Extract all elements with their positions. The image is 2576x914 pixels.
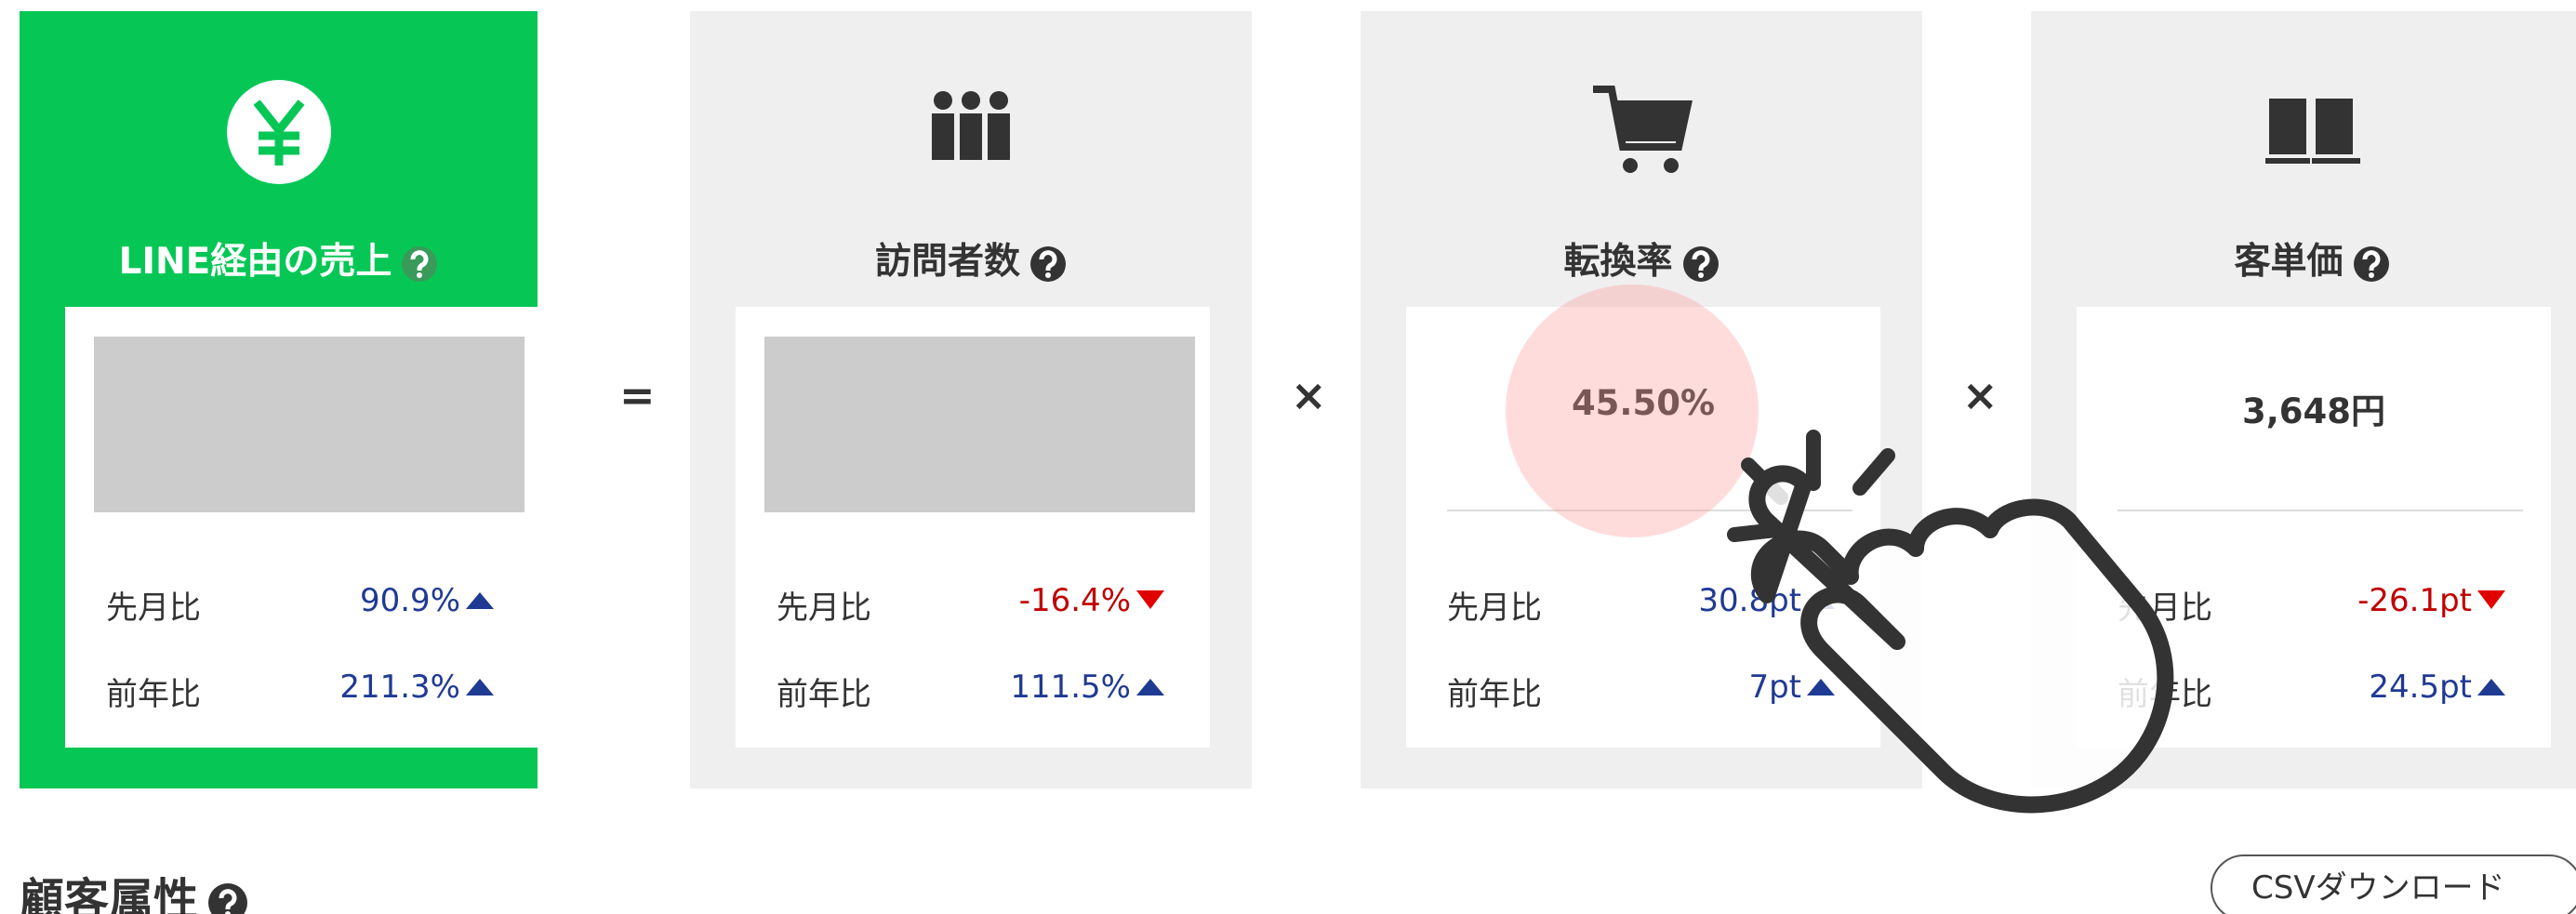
kpi-value: 3,648円 <box>2241 391 2386 431</box>
card-title: 転換率 <box>1361 232 1922 285</box>
kpi-card: LINE経由の売上先月比 90.9% 前年比 211.3% <box>20 11 539 788</box>
comparison-label: 前年比 <box>1447 676 1542 713</box>
help-icon[interactable] <box>1682 245 1720 283</box>
help-icon[interactable] <box>2353 245 2390 283</box>
comparison-label: 先月比 <box>106 589 201 627</box>
operator: × <box>1291 370 1327 420</box>
csv-button[interactable]: CSVダウンロード <box>2211 854 2576 914</box>
comparison-text: 7pt <box>1748 669 1801 706</box>
card-title: 客単価 <box>2031 232 2576 285</box>
comparison-value: 111.5% <box>1010 669 1166 706</box>
trend-arrow <box>1136 679 1164 695</box>
trend-arrow <box>466 592 494 609</box>
value-placeholder <box>94 337 524 512</box>
comparison-text: 211.3% <box>339 669 460 706</box>
comparison-text: -26.1pt <box>2357 582 2472 619</box>
divider <box>1447 510 1852 511</box>
comparison-text: 111.5% <box>1010 669 1131 706</box>
comparison-value: -26.1pt <box>2357 582 2507 619</box>
comparison-row: 先月比 -16.4% <box>777 582 1166 628</box>
kpi-box: 3,648円先月比 -26.1pt 前年比 24.5pt <box>2077 307 2551 748</box>
help-icon[interactable] <box>1029 245 1067 283</box>
comparison-value: 90.9% <box>360 582 496 619</box>
comparison-value: 211.3% <box>339 669 496 706</box>
comparison-label: 前年比 <box>106 676 201 713</box>
comparison-row: 前年比 111.5% <box>777 669 1166 714</box>
comparison-row: 先月比 30.8pt <box>1447 582 1837 628</box>
help-icon[interactable] <box>207 882 248 914</box>
card-title-text: 訪問者数 <box>874 241 1020 283</box>
comparison-text: -16.4% <box>1018 582 1131 619</box>
kpi-box: 先月比 90.9% 前年比 211.3% <box>65 307 539 748</box>
kpi-card: 訪問者数先月比 -16.4% 前年比 111.5% <box>690 11 1252 788</box>
card-title-text: 客単価 <box>2234 241 2344 283</box>
comparison-label: 前年比 <box>2118 676 2212 713</box>
kpi-card: 転換率 45.50% 先月比 30.8pt 前年比 7pt <box>1361 11 1922 788</box>
comparison-text: 24.5pt <box>2369 669 2472 706</box>
comparison-text: 30.8pt <box>1698 582 1801 619</box>
trend-arrow <box>2477 679 2505 695</box>
kpi-box: 先月比 -16.4% 前年比 111.5% <box>736 307 1210 748</box>
comparison-label: 先月比 <box>777 589 871 627</box>
card-title: 訪問者数 <box>690 232 1252 285</box>
comparison-row: 前年比 24.5pt <box>2118 669 2507 714</box>
trend-arrow <box>1807 679 1835 695</box>
comparison-row: 前年比 211.3% <box>106 669 496 714</box>
card-title-text: 転換率 <box>1563 241 1673 283</box>
card-icon <box>932 91 1010 160</box>
kpi-box: 45.50% 先月比 30.8pt 前年比 7pt <box>1406 307 1880 748</box>
comparison-value: -16.4% <box>1019 582 1166 619</box>
help-icon[interactable] <box>401 245 438 283</box>
divider <box>2118 510 2523 511</box>
card-icon <box>2265 99 2360 164</box>
card-title: LINE経由の売上 <box>20 232 538 285</box>
card-icon <box>226 80 331 184</box>
section-title-text: 顧客属性 <box>20 874 199 914</box>
operator: = <box>619 370 656 420</box>
kpi-card: 客単価 3,648円先月比 -26.1pt 前年比 24.5pt <box>2031 11 2576 788</box>
value-placeholder <box>764 337 1195 512</box>
comparison-label: 前年比 <box>777 676 871 713</box>
trend-arrow <box>1807 592 1835 609</box>
comparison-row: 前年比 7pt <box>1447 669 1837 714</box>
comparison-value: 24.5pt <box>2369 669 2507 706</box>
comparison-value: 30.8pt <box>1698 582 1837 619</box>
comparison-label: 先月比 <box>2118 589 2212 627</box>
section-title: 顧客属性 <box>20 863 248 914</box>
trend-arrow <box>2477 590 2505 609</box>
trend-arrow <box>466 679 494 695</box>
comparison-label: 先月比 <box>1447 589 1542 627</box>
kpi-value: 45.50% <box>1571 383 1716 423</box>
comparison-text: 90.9% <box>359 582 460 619</box>
comparison-row: 先月比 -26.1pt <box>2118 582 2507 628</box>
comparison-value: 7pt <box>1748 669 1837 706</box>
comparison-row: 先月比 90.9% <box>106 582 496 628</box>
trend-arrow <box>1136 590 1164 609</box>
operator: × <box>1962 370 1998 420</box>
card-title-text: LINE経由の売上 <box>118 241 392 283</box>
card-icon <box>1593 86 1693 173</box>
